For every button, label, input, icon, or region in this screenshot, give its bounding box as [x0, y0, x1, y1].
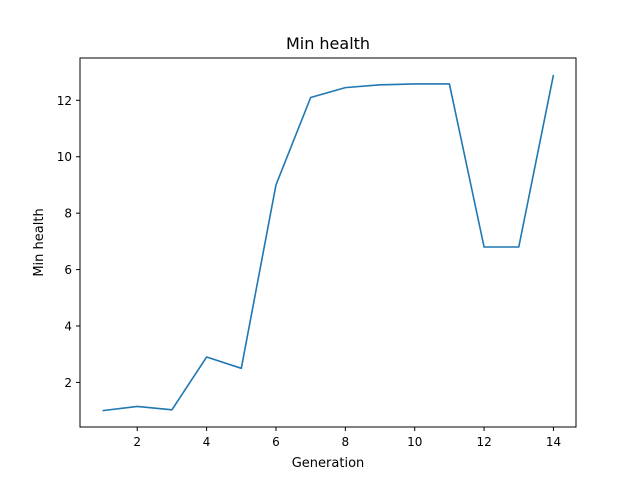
y-axis: 2 4 6 8 10 12: [57, 94, 80, 390]
chart-title: Min health: [286, 34, 370, 53]
plot-area: [80, 58, 576, 427]
y-tick-label: 8: [64, 207, 72, 221]
x-tick-label: 6: [272, 435, 280, 449]
x-tick-label: 4: [203, 435, 211, 449]
series-line: [102, 74, 555, 412]
y-tick-label: 10: [57, 150, 72, 164]
x-tick-label: 2: [133, 435, 141, 449]
x-axis-label: Generation: [292, 456, 365, 471]
y-tick-label: 6: [64, 263, 72, 277]
y-tick-label: 2: [64, 376, 72, 390]
series-layer: [102, 74, 555, 412]
x-tick-label: 14: [546, 435, 561, 449]
y-tick-label: 4: [64, 320, 72, 334]
x-tick-label: 8: [342, 435, 350, 449]
x-tick-label: 10: [407, 435, 422, 449]
y-axis-label: Min health: [32, 208, 47, 276]
x-tick-label: 12: [476, 435, 491, 449]
y-tick-label: 12: [57, 94, 72, 108]
x-axis: 2 4 6 8 10 12 14: [133, 427, 561, 449]
plot-frame: [79, 57, 577, 428]
